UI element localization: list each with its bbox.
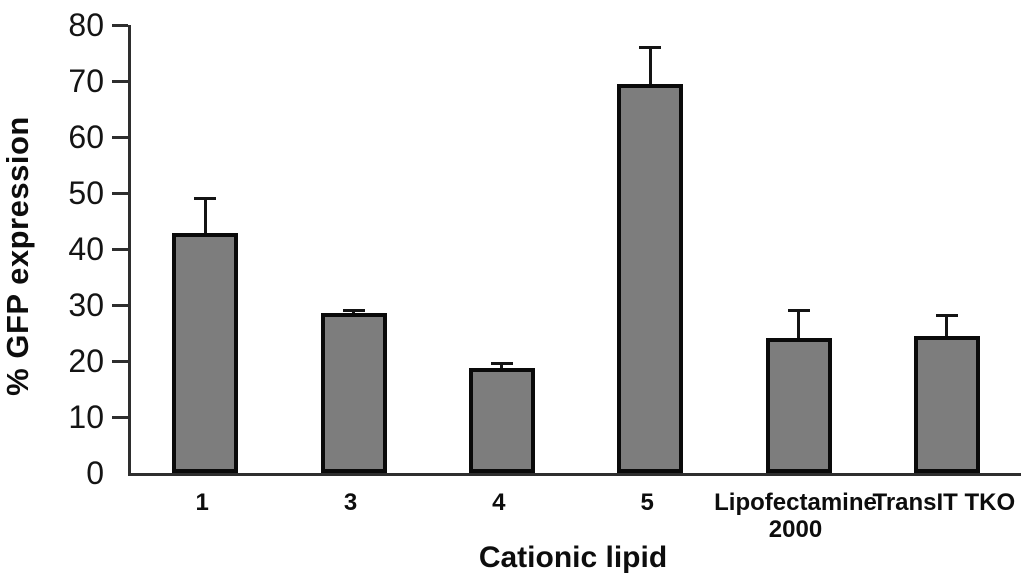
error-bar-stem <box>500 362 504 369</box>
bar <box>172 233 239 473</box>
bar <box>468 368 535 473</box>
y-axis-tick <box>112 24 128 27</box>
x-category-label: TransIT TKO <box>872 489 1016 516</box>
y-tick-label: 50 <box>68 175 104 211</box>
y-axis-tick <box>112 416 128 419</box>
bar <box>913 336 980 473</box>
y-axis-tick <box>112 80 128 83</box>
y-tick-label: 0 <box>86 455 104 491</box>
y-axis-tick <box>112 136 128 139</box>
y-tick-label: 70 <box>68 63 104 99</box>
error-bar-cap <box>490 362 513 366</box>
error-bar-cap <box>639 45 662 49</box>
y-tick-label: 40 <box>68 231 104 267</box>
x-category-label: 4 <box>492 489 506 516</box>
error-bar-cap <box>342 308 365 312</box>
y-tick-label: 10 <box>68 399 104 435</box>
y-axis-tick <box>112 304 128 307</box>
error-bar-cap <box>935 313 958 317</box>
y-axis-tick <box>112 360 128 363</box>
y-tick-label: 30 <box>68 287 104 323</box>
x-category-label: 1 <box>195 489 209 516</box>
error-bar-stem <box>648 45 652 84</box>
error-bar-stem <box>797 308 800 339</box>
x-category-label: 5 <box>640 489 654 516</box>
plot-area <box>128 25 1021 476</box>
y-tick-label: 60 <box>68 119 104 155</box>
y-axis-tick <box>112 248 128 251</box>
y-tick-label: 20 <box>68 343 104 379</box>
error-bar-stem <box>203 197 207 234</box>
bar <box>765 338 832 473</box>
x-category-label: 3 <box>343 489 358 516</box>
error-bar-cap <box>194 197 217 201</box>
x-axis-title: Cationic lipid <box>478 541 668 574</box>
y-tick-label: 80 <box>68 7 104 43</box>
error-bar-stem <box>945 313 949 337</box>
bar <box>617 83 684 473</box>
error-bar-cap <box>787 308 810 312</box>
bar <box>320 313 387 473</box>
x-category-label: Lipofectamine 2000 <box>714 489 877 543</box>
y-axis-tick <box>112 192 128 195</box>
